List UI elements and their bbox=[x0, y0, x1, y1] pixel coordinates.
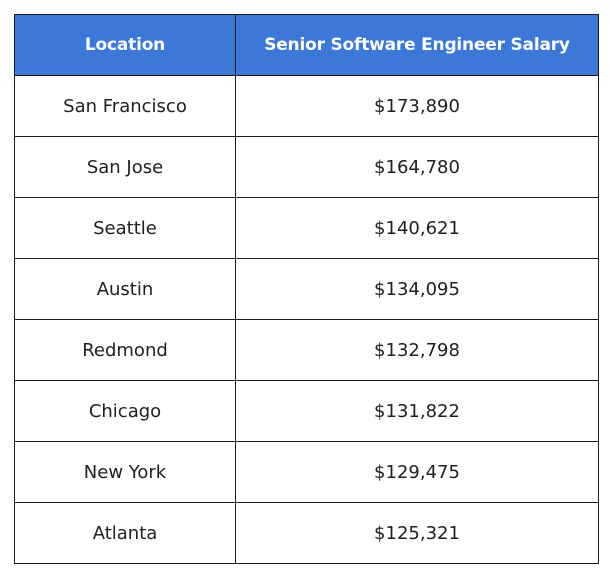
salary-cell: $173,890 bbox=[235, 75, 599, 137]
location-cell: Austin bbox=[14, 258, 236, 320]
location-cell: San Jose bbox=[14, 136, 236, 198]
table-row: Seattle $140,621 bbox=[14, 197, 599, 259]
location-cell: New York bbox=[14, 441, 236, 503]
location-cell: Chicago bbox=[14, 380, 236, 442]
table-row: New York $129,475 bbox=[14, 441, 599, 503]
salary-cell: $140,621 bbox=[235, 197, 599, 259]
salary-cell: $164,780 bbox=[235, 136, 599, 198]
table-header: Location Senior Software Engineer Salary bbox=[14, 14, 599, 76]
salary-cell: $132,798 bbox=[235, 319, 599, 381]
table-row: San Jose $164,780 bbox=[14, 136, 599, 198]
salary-cell: $134,095 bbox=[235, 258, 599, 320]
location-cell: Seattle bbox=[14, 197, 236, 259]
table-row: Austin $134,095 bbox=[14, 258, 599, 320]
salary-cell: $129,475 bbox=[235, 441, 599, 503]
salary-cell: $125,321 bbox=[235, 502, 599, 564]
salary-table: Location Senior Software Engineer Salary… bbox=[14, 14, 599, 564]
location-cell: Redmond bbox=[14, 319, 236, 381]
salary-cell: $131,822 bbox=[235, 380, 599, 442]
table-row: Redmond $132,798 bbox=[14, 319, 599, 381]
salary-column-header: Senior Software Engineer Salary bbox=[235, 14, 599, 76]
table-body: San Francisco $173,890 San Jose $164,780… bbox=[14, 75, 599, 564]
header-row: Location Senior Software Engineer Salary bbox=[14, 14, 599, 76]
table-row: Chicago $131,822 bbox=[14, 380, 599, 442]
location-cell: Atlanta bbox=[14, 502, 236, 564]
location-cell: San Francisco bbox=[14, 75, 236, 137]
table-row: San Francisco $173,890 bbox=[14, 75, 599, 137]
table-row: Atlanta $125,321 bbox=[14, 502, 599, 564]
location-column-header: Location bbox=[14, 14, 236, 76]
